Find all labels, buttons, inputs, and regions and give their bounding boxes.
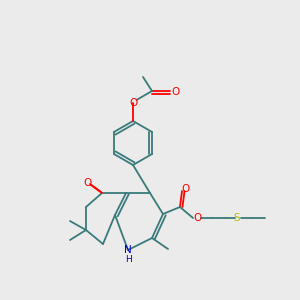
- Text: O: O: [193, 213, 201, 223]
- Text: N: N: [124, 245, 132, 255]
- Text: O: O: [182, 184, 190, 194]
- Text: O: O: [171, 87, 179, 97]
- Text: O: O: [129, 98, 137, 108]
- Text: S: S: [234, 213, 240, 223]
- Text: H: H: [124, 254, 131, 263]
- Text: O: O: [83, 178, 91, 188]
